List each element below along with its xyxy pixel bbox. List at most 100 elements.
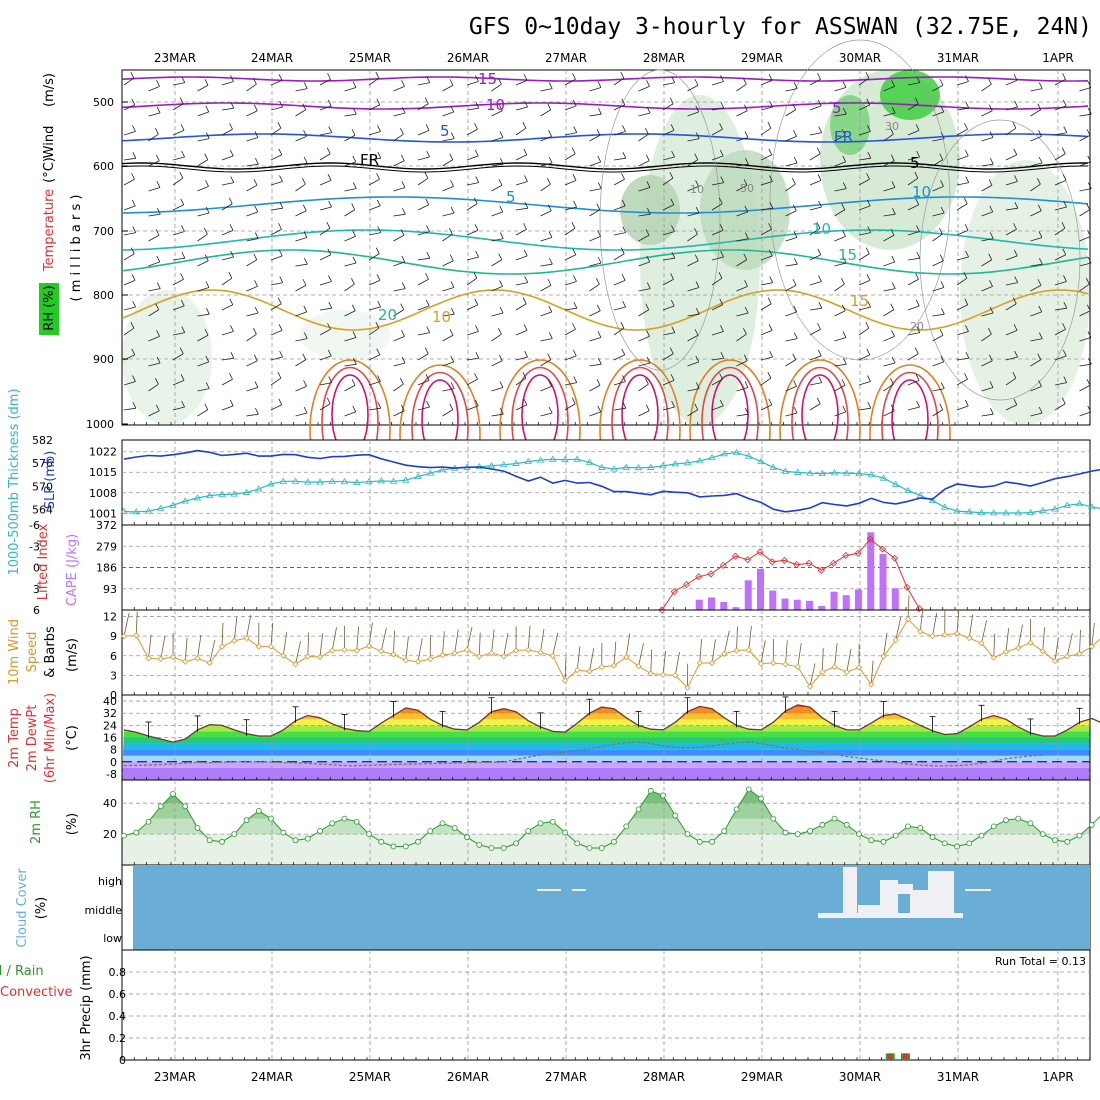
thickness-marker — [267, 480, 275, 487]
wind-barb — [270, 154, 282, 161]
wind-barb — [785, 210, 797, 217]
wind-barb-flag — [230, 352, 235, 359]
wind-barb — [687, 409, 698, 417]
chart-title: GFS 0~10day 3-hourly for ASSWAN (32.75E,… — [469, 14, 1092, 40]
wind-barb-flag — [253, 354, 258, 361]
wind-barb — [1054, 132, 1067, 136]
surface-barb — [282, 632, 288, 656]
wind-barb-flag — [327, 174, 332, 181]
wind-barb — [393, 187, 406, 192]
wind-barb-flag — [179, 97, 184, 104]
wind-barb — [809, 78, 821, 86]
wind-barb — [711, 277, 723, 286]
surface-barb — [625, 633, 631, 658]
wind-barb-flag — [352, 155, 357, 163]
wind-barb-flag — [670, 273, 674, 280]
wind-barb — [883, 133, 894, 142]
wind-barb — [785, 183, 796, 192]
wind-barb — [1005, 207, 1018, 211]
wind-barb — [123, 131, 136, 136]
wind-barb — [711, 256, 724, 261]
wind-barb-flag — [940, 180, 944, 187]
wind-barb-flag — [965, 75, 969, 82]
wind-speed-marker — [280, 652, 287, 659]
wind-barb — [246, 83, 257, 92]
date-label-top: 25MAR — [349, 51, 391, 65]
wind-barb — [858, 354, 870, 361]
contour-label: FR — [834, 128, 853, 146]
wind-barb-flag — [1014, 350, 1018, 358]
wind-barb-flag — [1088, 108, 1092, 115]
rh-marker — [170, 791, 176, 797]
rh-marker — [304, 835, 311, 842]
wind-barb — [221, 277, 233, 286]
rh-bands — [122, 789, 1090, 865]
thickness-marker — [965, 508, 973, 515]
rh-marker — [966, 840, 973, 847]
wind-barb-flag — [1086, 304, 1091, 311]
thickness-marker — [377, 477, 385, 484]
wind-barb — [491, 184, 503, 192]
wind-barb-flag — [743, 328, 747, 335]
wind-barb-flag — [179, 347, 184, 354]
surface-barb — [907, 595, 910, 620]
wind-barb-flag — [572, 99, 577, 107]
thickness-marker — [132, 508, 140, 515]
wind-barb — [319, 227, 331, 236]
wind-barb — [1030, 162, 1043, 167]
ylabel-slp: SLP (mb) — [43, 451, 58, 510]
wind-barb-flag — [377, 375, 381, 382]
wind-barb-flag — [645, 128, 649, 135]
wind-barb — [442, 287, 455, 292]
wind-barb — [589, 188, 602, 192]
wind-barb-flag — [621, 98, 626, 105]
wind-barb — [1030, 109, 1041, 117]
rh-marker — [513, 840, 519, 847]
wind-barb-flag — [1037, 204, 1042, 211]
contour-20 — [121, 289, 1089, 331]
wind-barb — [344, 262, 357, 267]
wind-barb-flag — [1038, 156, 1043, 164]
wind-barbs — [123, 72, 1092, 417]
wind-barb — [736, 333, 747, 342]
wind-barb — [172, 156, 185, 161]
pressure-tick-label: 500 — [93, 96, 114, 109]
wind-barb-flag — [597, 230, 601, 237]
wind-barb-flag — [499, 381, 504, 388]
thickness-marker — [843, 469, 851, 476]
wind-barb — [368, 232, 381, 236]
surface-barb — [638, 643, 644, 667]
wind-barb — [736, 312, 749, 317]
wind-barb-flag — [255, 408, 259, 415]
wind-barb — [393, 309, 404, 317]
wind-barb — [442, 159, 453, 167]
rh-marker — [990, 823, 997, 830]
wind-barb-flag — [645, 303, 650, 310]
wind-barb-flag — [964, 123, 968, 130]
wind-barb-flag — [719, 373, 723, 380]
wind-barb — [344, 113, 357, 117]
surface-barb — [270, 622, 274, 647]
wind-barb-flag — [817, 174, 822, 181]
wind-barb-flag — [891, 181, 896, 188]
wind-barb — [1054, 328, 1066, 336]
wind-barb — [1005, 79, 1018, 86]
wind-barb — [638, 133, 649, 142]
wind-barb — [368, 253, 380, 261]
wind-barb-flag — [768, 74, 773, 81]
wind-barb — [981, 285, 993, 292]
wind-barb — [295, 162, 308, 167]
wind-barb — [932, 361, 944, 367]
li-marker — [805, 559, 813, 567]
thickness-marker — [181, 497, 189, 504]
wind-barb-flag — [303, 406, 308, 414]
wind-barb — [809, 328, 821, 336]
thickness-marker — [1075, 499, 1084, 507]
wind-barb — [564, 254, 576, 261]
thickness-marker — [769, 463, 777, 470]
wind-barb — [1005, 329, 1018, 336]
wind-speed-marker — [696, 659, 703, 667]
wind-speed-line — [123, 618, 1100, 689]
wind-barb-flag — [179, 172, 184, 179]
